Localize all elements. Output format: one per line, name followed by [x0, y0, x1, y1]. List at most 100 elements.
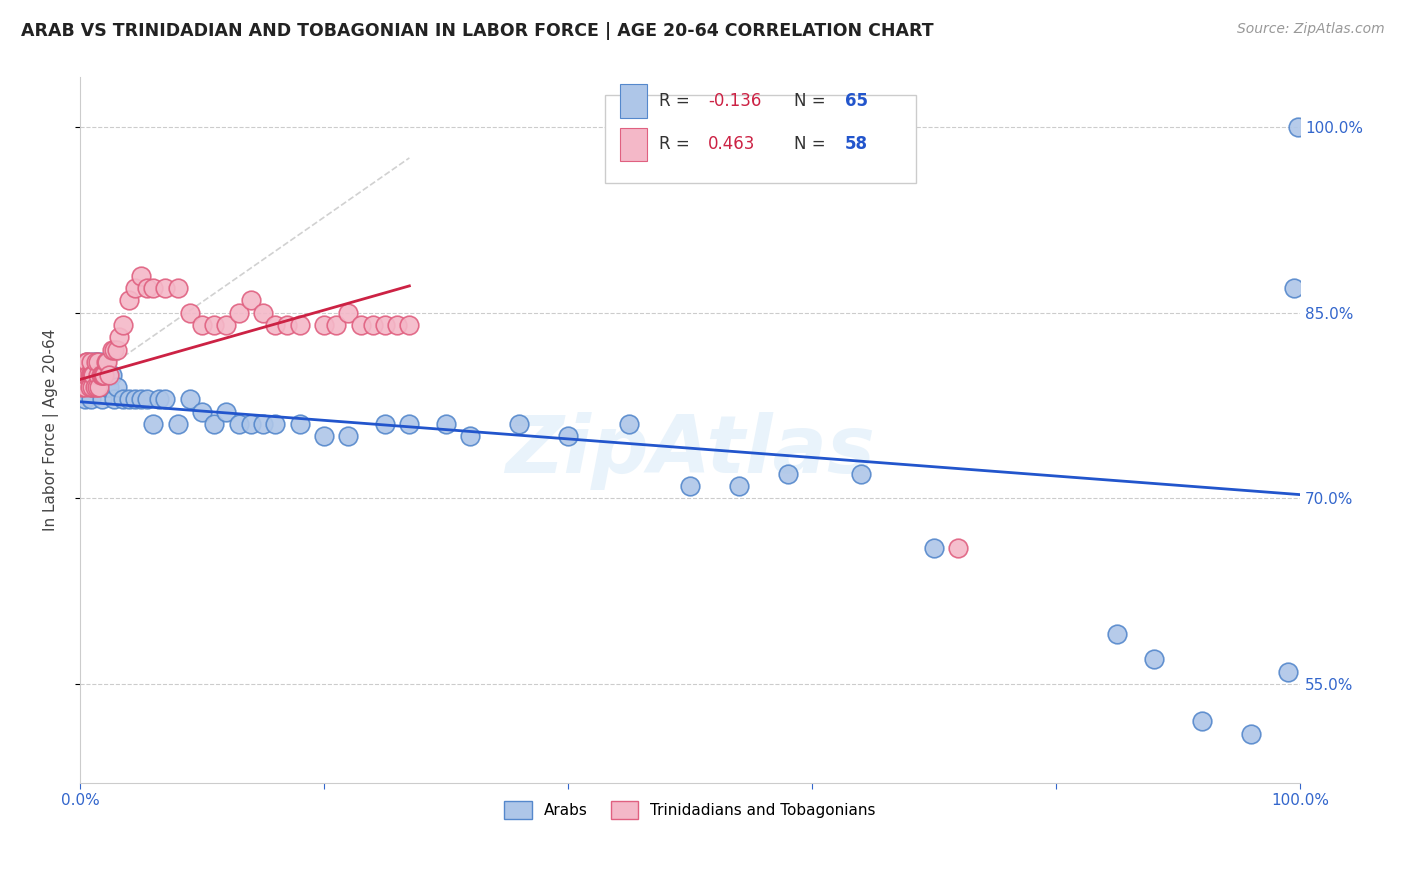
Trinidadians and Tobagonians — [100, 343, 122, 357]
Trinidadians and Tobagonians — [75, 355, 97, 369]
Trinidadians and Tobagonians — [90, 368, 112, 382]
Arabs — [96, 380, 118, 394]
Arabs — [83, 368, 105, 382]
Arabs — [557, 429, 579, 443]
Arabs — [136, 392, 159, 407]
Arabs — [89, 368, 111, 382]
Trinidadians and Tobagonians — [72, 368, 94, 382]
Trinidadians and Tobagonians — [179, 305, 201, 319]
Arabs — [215, 405, 238, 419]
Arabs — [1191, 714, 1213, 728]
Text: -0.136: -0.136 — [709, 92, 762, 110]
Arabs — [82, 380, 104, 394]
Arabs — [111, 392, 134, 407]
Trinidadians and Tobagonians — [82, 380, 104, 394]
Trinidadians and Tobagonians — [108, 330, 131, 344]
Arabs — [93, 368, 115, 382]
Text: R =: R = — [659, 92, 696, 110]
Trinidadians and Tobagonians — [191, 318, 214, 332]
Trinidadians and Tobagonians — [87, 368, 110, 382]
Trinidadians and Tobagonians — [93, 368, 115, 382]
Arabs — [679, 479, 702, 493]
Trinidadians and Tobagonians — [264, 318, 287, 332]
Arabs — [94, 380, 117, 394]
Arabs — [118, 392, 141, 407]
Text: Source: ZipAtlas.com: Source: ZipAtlas.com — [1237, 22, 1385, 37]
Trinidadians and Tobagonians — [98, 368, 121, 382]
Arabs — [91, 368, 114, 382]
FancyBboxPatch shape — [620, 84, 647, 118]
Arabs — [288, 417, 311, 431]
Trinidadians and Tobagonians — [91, 368, 114, 382]
Trinidadians and Tobagonians — [215, 318, 238, 332]
Legend: Arabs, Trinidadians and Tobagonians: Arabs, Trinidadians and Tobagonians — [498, 795, 882, 825]
Arabs — [75, 380, 97, 394]
Text: N =: N = — [794, 92, 831, 110]
Arabs — [73, 392, 96, 407]
Arabs — [202, 417, 225, 431]
Arabs — [100, 368, 122, 382]
Arabs — [1240, 726, 1263, 740]
Trinidadians and Tobagonians — [89, 380, 111, 394]
Arabs — [337, 429, 360, 443]
Arabs — [86, 355, 108, 369]
Trinidadians and Tobagonians — [398, 318, 420, 332]
Trinidadians and Tobagonians — [94, 355, 117, 369]
Arabs — [922, 541, 945, 555]
Trinidadians and Tobagonians — [96, 355, 118, 369]
Arabs — [776, 467, 799, 481]
Arabs — [76, 355, 98, 369]
Trinidadians and Tobagonians — [111, 318, 134, 332]
Trinidadians and Tobagonians — [374, 318, 396, 332]
Arabs — [79, 380, 101, 394]
Trinidadians and Tobagonians — [82, 368, 104, 382]
Trinidadians and Tobagonians — [80, 368, 103, 382]
Trinidadians and Tobagonians — [77, 368, 100, 382]
Arabs — [508, 417, 530, 431]
Arabs — [98, 380, 121, 394]
Trinidadians and Tobagonians — [239, 293, 262, 308]
Arabs — [179, 392, 201, 407]
Arabs — [124, 392, 146, 407]
Text: N =: N = — [794, 136, 831, 153]
Arabs — [90, 355, 112, 369]
Trinidadians and Tobagonians — [325, 318, 347, 332]
Trinidadians and Tobagonians — [948, 541, 970, 555]
Trinidadians and Tobagonians — [385, 318, 408, 332]
Arabs — [1142, 652, 1164, 666]
Trinidadians and Tobagonians — [76, 355, 98, 369]
Arabs — [727, 479, 749, 493]
Trinidadians and Tobagonians — [75, 368, 97, 382]
FancyBboxPatch shape — [605, 95, 915, 183]
Trinidadians and Tobagonians — [80, 355, 103, 369]
Arabs — [72, 368, 94, 382]
Trinidadians and Tobagonians — [84, 355, 107, 369]
Arabs — [77, 368, 100, 382]
Arabs — [84, 355, 107, 369]
Trinidadians and Tobagonians — [337, 305, 360, 319]
Trinidadians and Tobagonians — [136, 281, 159, 295]
Arabs — [105, 380, 128, 394]
Arabs — [398, 417, 420, 431]
Arabs — [1277, 665, 1299, 679]
Arabs — [103, 392, 125, 407]
Arabs — [72, 380, 94, 394]
Arabs — [228, 417, 250, 431]
Arabs — [312, 429, 335, 443]
Arabs — [460, 429, 482, 443]
Trinidadians and Tobagonians — [288, 318, 311, 332]
Trinidadians and Tobagonians — [79, 368, 101, 382]
Arabs — [155, 392, 177, 407]
Arabs — [1282, 281, 1305, 295]
Arabs — [252, 417, 274, 431]
Text: R =: R = — [659, 136, 696, 153]
Trinidadians and Tobagonians — [312, 318, 335, 332]
Y-axis label: In Labor Force | Age 20-64: In Labor Force | Age 20-64 — [44, 329, 59, 532]
Trinidadians and Tobagonians — [202, 318, 225, 332]
Trinidadians and Tobagonians — [252, 305, 274, 319]
Trinidadians and Tobagonians — [155, 281, 177, 295]
Arabs — [166, 417, 188, 431]
Trinidadians and Tobagonians — [72, 380, 94, 394]
Trinidadians and Tobagonians — [86, 380, 108, 394]
Arabs — [264, 417, 287, 431]
